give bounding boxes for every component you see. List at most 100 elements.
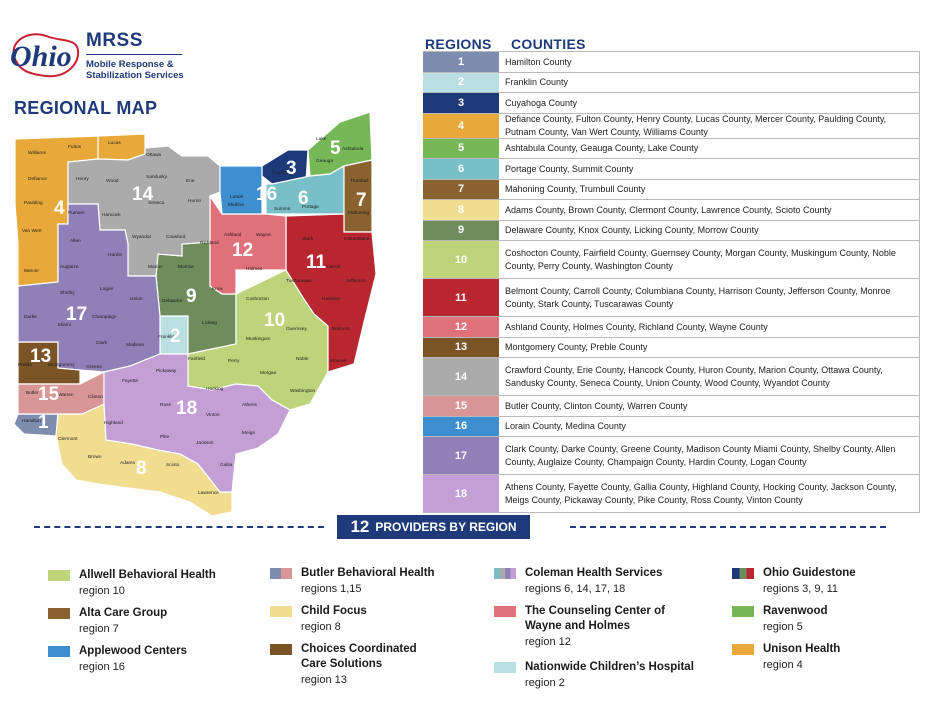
provider-regions: region 10: [79, 585, 125, 597]
region-5-label: 5: [330, 138, 341, 159]
table-row: 1 Hamilton County: [423, 52, 920, 73]
provider-regions: regions 6, 14, 17, 18: [525, 583, 626, 595]
county-label: Putnam: [68, 210, 85, 216]
table-row: 8 Adams County, Brown County, Clermont Co…: [423, 200, 920, 221]
counties-cell: Clark County, Darke County, Greene Count…: [505, 444, 896, 467]
counties-cell: Portage County, Summit County: [505, 163, 634, 174]
county-label: Morrow: [178, 264, 195, 270]
county-label: Preble: [18, 362, 32, 368]
provider-regions: region 12: [525, 636, 571, 648]
region-10-label: 10: [264, 310, 285, 331]
county-label: Cuyahoga: [272, 170, 294, 176]
region-number-cell: 2: [423, 72, 499, 92]
provider-color-swatch: [732, 606, 754, 617]
region-4-label: 4: [54, 198, 65, 219]
providers-heading: 12 PROVIDERS BY REGION: [337, 515, 530, 539]
counties-cell: Crawford County, Erie County, Hancock Co…: [505, 365, 883, 388]
provider-name: Ohio Guidestone: [763, 567, 856, 579]
counties-cell: Defiance County, Fulton County, Henry Co…: [505, 114, 887, 137]
county-label: Columbiana: [344, 236, 370, 242]
county-label: Warren: [58, 392, 74, 398]
logo-divider: [86, 54, 182, 55]
region-number-cell: 15: [423, 396, 499, 416]
county-label: Butler: [26, 390, 39, 396]
table-row: 2 Franklin County: [423, 72, 920, 93]
table-row: 16 Lorain County, Medina County: [423, 416, 920, 437]
provider-regions: region 16: [79, 661, 125, 673]
county-label: Holmes: [246, 266, 263, 272]
table-row: 15 Butler County, Clinton County, Warren …: [423, 396, 920, 417]
region-number-cell: 7: [423, 179, 499, 199]
provider-name: Butler Behavioral Health: [301, 567, 435, 579]
region-18-shape: [103, 353, 291, 493]
region-13-label: 13: [30, 346, 51, 367]
region-18-label: 18: [176, 398, 197, 419]
provider-regions: region 7: [79, 623, 119, 635]
county-label: Pike: [160, 434, 170, 440]
county-label: Sandusky: [146, 174, 168, 180]
ohio-regional-map: Williams Fulton Lucas Ottawa Defiance Henry Wo…: [13, 111, 377, 517]
logo-subtitle: Mobile Response & Stabilization Services: [86, 59, 184, 81]
table-row: 11 Belmont County, Carroll County, Columb…: [423, 279, 920, 317]
provider-name: Applewood Centers: [79, 645, 187, 657]
provider-color-swatch: [494, 662, 516, 673]
county-label: Monroe: [330, 358, 347, 364]
provider-name: Unison Health: [763, 643, 841, 655]
county-label: Williams: [28, 150, 46, 156]
regional-map-title: REGIONAL MAP: [14, 98, 158, 118]
counties-cell: Athens County, Fayette County, Gallia Co…: [505, 482, 897, 505]
county-label: Fayette: [122, 378, 138, 384]
counties-cell: Butler County, Clinton County, Warren Co…: [505, 400, 688, 411]
provider-regions: regions 1,15: [301, 583, 362, 595]
county-label: Jefferson: [346, 278, 366, 284]
region-number-cell: 10: [423, 241, 499, 278]
provider-regions: region 8: [301, 621, 341, 633]
region-16-shape: [219, 165, 263, 215]
county-label: Washington: [290, 388, 315, 394]
counties-cell: Mahoning County, Trumbull County: [505, 184, 646, 194]
provider-name: Nationwide Children’s Hospital: [525, 661, 694, 673]
table-header-regions: REGIONS: [425, 36, 492, 52]
county-label: Summit: [274, 206, 291, 212]
counties-cell: Ashland County, Holmes County, Richland …: [505, 321, 768, 332]
provider-regions: region 4: [763, 659, 803, 671]
provider-regions: region 2: [525, 677, 565, 689]
region-11-shape: [285, 213, 377, 373]
region-7-label: 7: [356, 190, 367, 211]
region-16-label: 16: [256, 184, 277, 205]
provider-color-swatch: [732, 568, 754, 579]
region-2-label: 2: [170, 326, 181, 347]
table-row: 17 Clark County, Darke County, Greene Cou…: [423, 437, 920, 475]
table-row: 12 Ashland County, Holmes County, Richlan…: [423, 317, 920, 338]
provider-color-swatch: [270, 568, 292, 579]
county-label: Ottawa: [146, 152, 162, 158]
county-label: Morgan: [260, 370, 277, 376]
counties-cell: Belmont County, Carroll County, Columbia…: [505, 286, 891, 309]
table-row: 13 Montgomery County, Preble County: [423, 337, 920, 358]
county-label: Guernsey: [286, 326, 307, 332]
region-12-label: 12: [232, 240, 253, 261]
county-label: Meigs: [242, 430, 255, 436]
region-number-cell: 1: [423, 52, 499, 72]
county-label: Brown: [88, 454, 102, 460]
provider-name: Choices Coordinated Care Solutions: [301, 643, 417, 670]
region-14-label: 14: [132, 184, 154, 205]
region-6-label: 6: [298, 188, 309, 209]
provider-color-swatch: [494, 568, 516, 579]
provider-name: Ravenwood: [763, 605, 828, 617]
provider-color-swatch: [48, 646, 70, 657]
county-label: Athens: [242, 402, 258, 408]
county-label: Vinton: [206, 412, 220, 418]
provider-name: Allwell Behavioral Health: [79, 569, 216, 581]
region-17-shape: [17, 203, 161, 373]
county-label: Perry: [228, 358, 240, 364]
table-row: 14 Crawford County, Erie County, Hancock …: [423, 358, 920, 396]
county-label: Crawford: [166, 234, 186, 240]
counties-cell: Montgomery County, Preble County: [505, 342, 648, 352]
region-9-label: 9: [186, 286, 197, 307]
provider-regions: region 5: [763, 621, 803, 633]
county-label: Defiance: [28, 176, 47, 182]
county-label: Logan: [100, 286, 114, 292]
counties-cell: Cuyahoga County: [505, 97, 578, 108]
region-1-shape: [13, 413, 59, 437]
